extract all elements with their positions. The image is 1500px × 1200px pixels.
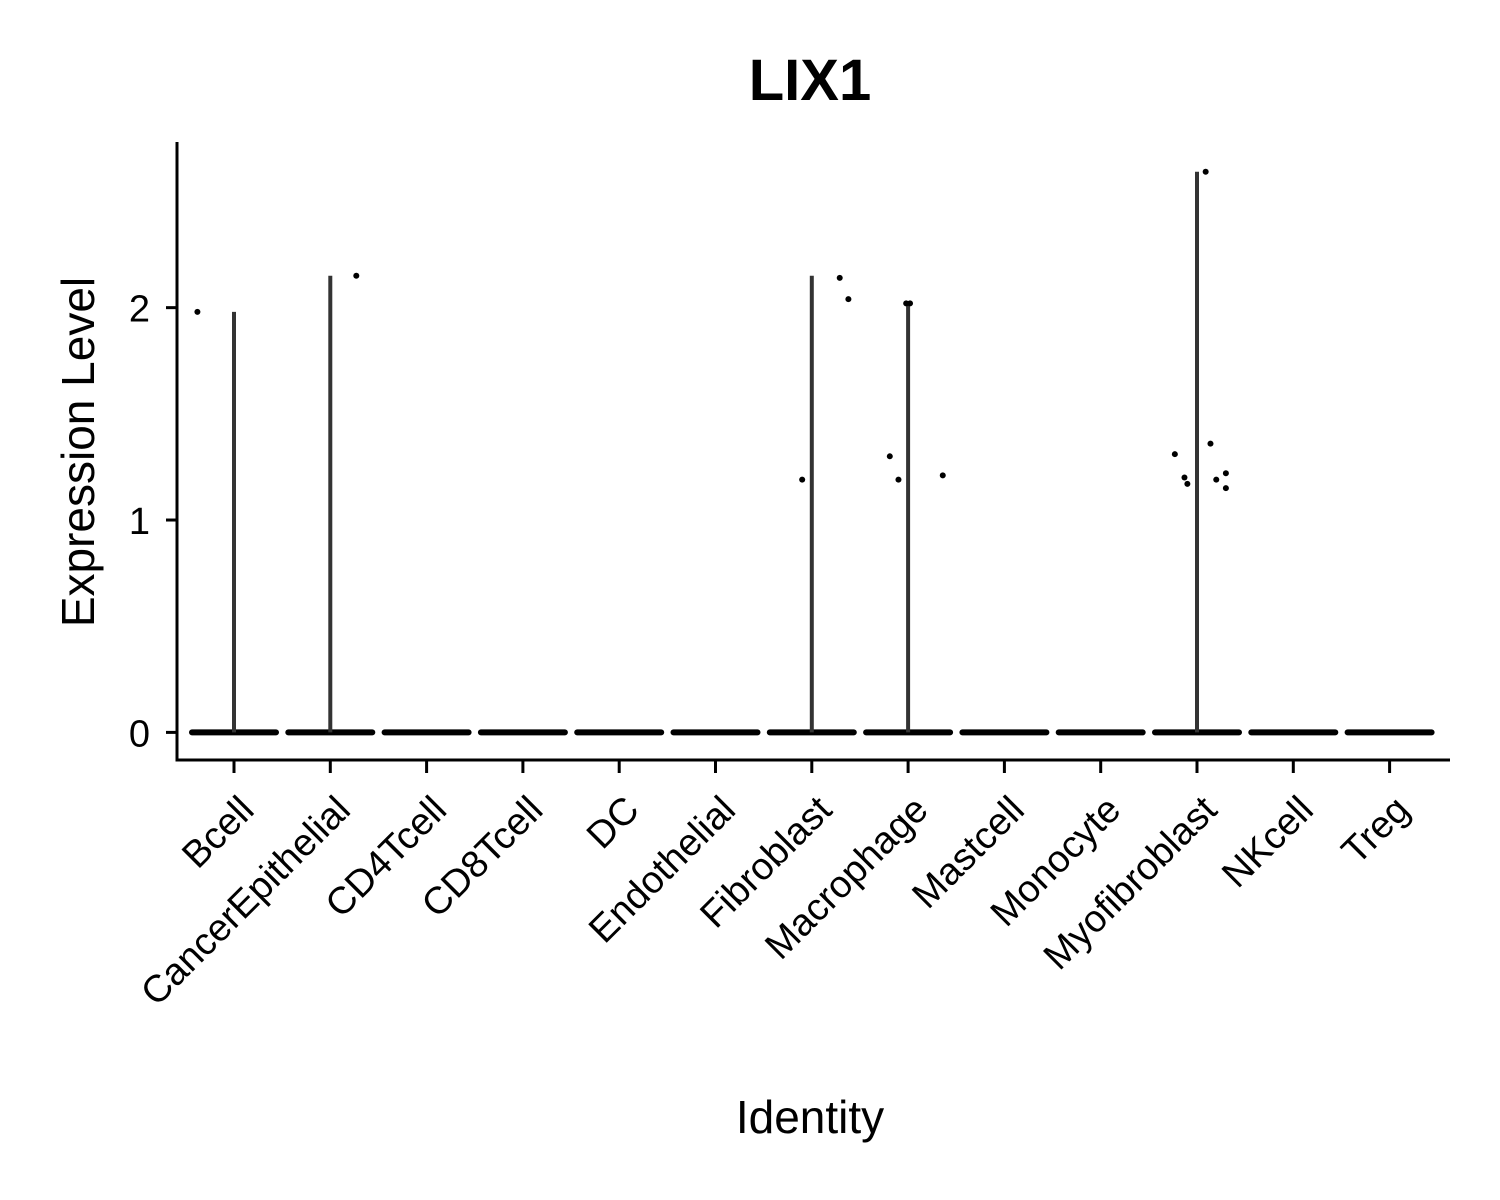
data-point: [895, 476, 902, 483]
x-tick-label-treg: Treg: [1334, 789, 1418, 873]
x-axis-title: Identity: [736, 1091, 884, 1143]
data-point: [1207, 440, 1214, 447]
x-tick-label-myofibroblast: Myofibroblast: [1036, 788, 1226, 978]
data-point: [1184, 480, 1191, 487]
data-point: [939, 472, 946, 479]
data-point: [907, 300, 914, 307]
y-axis-ticks: 0 1 2: [129, 289, 177, 755]
x-tick-label-dc: DC: [579, 789, 648, 858]
plot-marks: [189, 168, 1435, 736]
data-point: [799, 476, 806, 483]
data-point: [836, 274, 843, 281]
data-point: [1222, 470, 1229, 477]
y-axis-title: Expression Level: [52, 277, 104, 627]
data-point: [886, 453, 893, 460]
data-point: [845, 296, 852, 303]
x-tick-label-nkcell: NKcell: [1214, 789, 1321, 896]
data-point: [194, 308, 201, 315]
data-point: [1202, 168, 1209, 175]
y-tick-label: 1: [129, 501, 150, 543]
data-point: [1171, 451, 1178, 458]
data-point: [1222, 485, 1229, 492]
chart-title: LIX1: [749, 48, 872, 113]
x-tick-label-bcell: Bcell: [174, 789, 262, 877]
data-point: [1181, 474, 1188, 481]
y-tick-label: 0: [129, 713, 150, 755]
data-point: [353, 272, 360, 279]
data-point: [1213, 476, 1220, 483]
y-tick-label: 2: [129, 289, 150, 331]
